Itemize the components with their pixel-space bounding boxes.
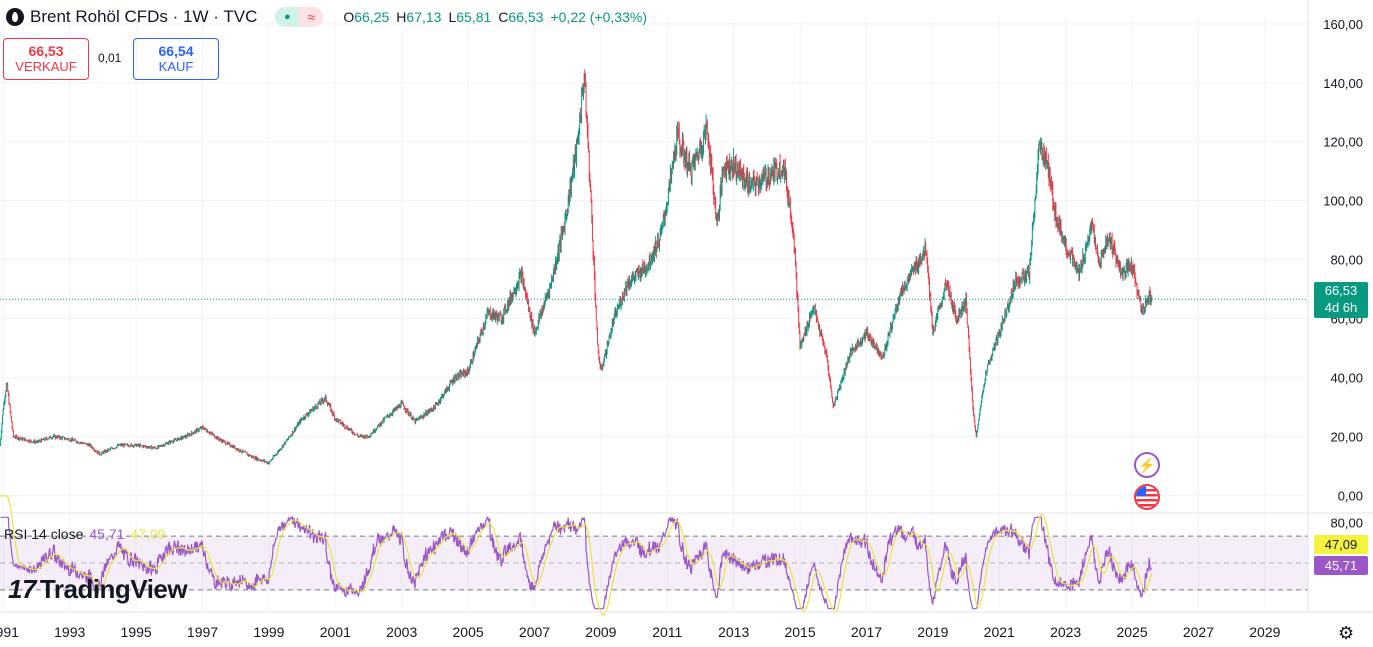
y-tick-label: 140,00 [1323,76,1363,91]
tradingview-logo[interactable]: 17 TradingView [8,574,188,604]
rsi-ma-line [0,495,1153,616]
dot-icon: ● [275,7,300,27]
buy-label: KAUF [158,59,194,74]
ohlc-low: L65,81 [448,9,492,25]
x-tick-label: 2023 [1050,624,1081,640]
x-tick-label: 2003 [386,624,417,640]
y-tick-label: 0,00 [1338,488,1363,503]
oil-drop-icon [6,8,24,26]
settings-gear-icon[interactable]: ⚙ [1338,623,1355,643]
y-tick-label: 100,00 [1323,194,1363,209]
x-tick-label: 1993 [54,624,85,640]
x-tick-label: 2027 [1183,624,1214,640]
last-price-tag: 66,53 4d 6h [1314,282,1368,318]
lightning-icon[interactable]: ⚡ [1134,452,1160,478]
x-tick-label: 2007 [519,624,550,640]
x-tick-label: 2021 [984,624,1015,640]
y-tick-label: 40,00 [1330,370,1363,385]
bar-countdown: 4d 6h [1324,300,1358,315]
y-tick-label: 160,00 [1323,17,1363,32]
x-tick-label: 2019 [917,624,948,640]
sell-button[interactable]: 66,53 VERKAUF [3,38,89,80]
x-tick-label: 2001 [320,624,351,640]
rsi-value-tag: 45,71 [1314,556,1368,575]
ohlc-open: O66,25 [343,9,390,25]
rsi-ma-value: 47,09 [130,526,166,542]
y-tick-label: 120,00 [1323,135,1363,150]
approx-icon: ≈ [299,7,324,27]
x-tick-label: 2011 [652,624,682,640]
x-tick-label: 1997 [187,624,218,640]
x-tick-label: 1991 [0,624,19,640]
rsi-legend[interactable]: RSI 14 close 45,71 47,09 [4,526,165,542]
sell-label: VERKAUF [15,59,77,74]
ohlc-change: +0,22 (+0,33%) [550,9,647,25]
last-price: 66,53 [1324,283,1358,298]
x-tick-label: 2013 [718,624,749,640]
rsi-value: 45,71 [89,526,125,542]
ohlc-close: C66,53 [498,9,544,25]
sell-price: 66,53 [28,43,64,59]
symbol-title[interactable]: Brent Rohöl CFDs · 1W · TVC [30,7,258,26]
price-grid [0,18,1308,612]
rsi-title: RSI 14 close [4,526,84,542]
ohlc-values: O66,25 H67,13 L65,81 C66,53 +0,22 (+0,33… [343,9,647,25]
y-tick-label: 20,00 [1330,429,1363,444]
x-tick-label: 1999 [253,624,284,640]
x-tick-label: 2015 [784,624,815,640]
y-tick-label: 80,00 [1330,253,1363,268]
ohlc-high: H67,13 [396,9,442,25]
x-tick-label: 1995 [121,624,152,640]
tv-mark-icon: 17 [8,574,36,604]
us-flag-graphic [1136,486,1158,508]
rsi-ma-tag: 47,09 [1314,535,1368,554]
rsi-axis-label: 80,00 [1330,516,1363,531]
market-status-pill[interactable]: ● ≈ [275,7,324,27]
price-candles [0,69,1308,465]
x-tick-label: 2029 [1249,624,1280,640]
rsi-pane [0,495,1308,616]
us-flag-icon[interactable] [1134,484,1160,510]
chart-header: Brent Rohöl CFDs · 1W · TVC ● ≈ O66,25 H… [6,6,647,28]
x-tick-label: 2025 [1116,624,1147,640]
buy-button[interactable]: 66,54 KAUF [133,38,219,80]
x-tick-label: 2009 [585,624,616,640]
x-tick-label: 2017 [851,624,882,640]
spread-value: 0,01 [98,51,122,65]
x-tick-label: 2005 [453,624,484,640]
rsi-line [0,515,1152,610]
buy-price: 66,54 [158,43,194,59]
